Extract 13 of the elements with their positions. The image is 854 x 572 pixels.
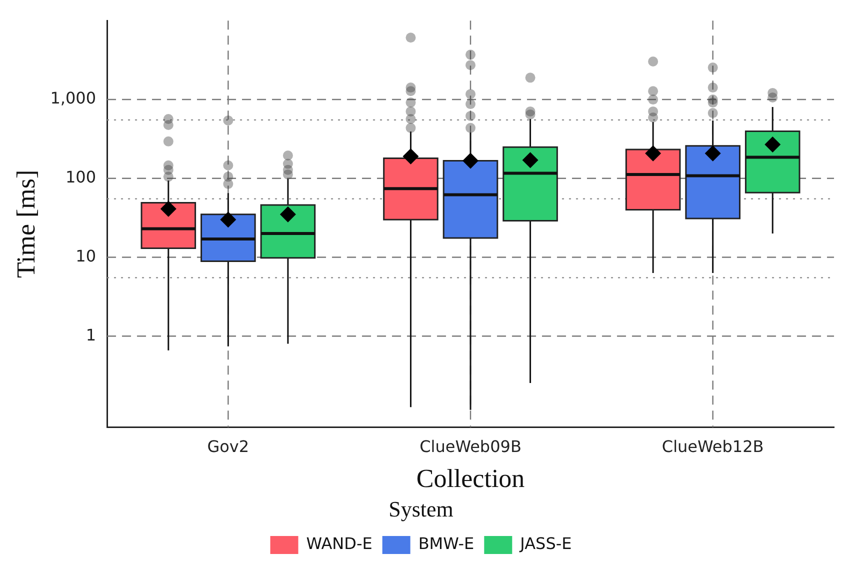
legend-label: JASS-E — [519, 534, 572, 554]
y-tick-label: 1 — [86, 325, 96, 344]
x-axis-title: Collection — [416, 464, 525, 493]
y-axis-title: Time [ms] — [11, 170, 40, 278]
y-tick-label: 100 — [65, 168, 96, 187]
x-tick-label: Gov2 — [207, 436, 250, 456]
legend-label: BMW-E — [418, 534, 474, 554]
y-tick-label: 10 — [76, 246, 96, 266]
x-tick-label: ClueWeb09B — [420, 436, 522, 456]
x-tick-label: ClueWeb12B — [662, 436, 764, 456]
y-tick-label: 1,000 — [50, 88, 96, 108]
legend-title: System — [388, 496, 454, 522]
legend-label: WAND-E — [306, 534, 372, 554]
